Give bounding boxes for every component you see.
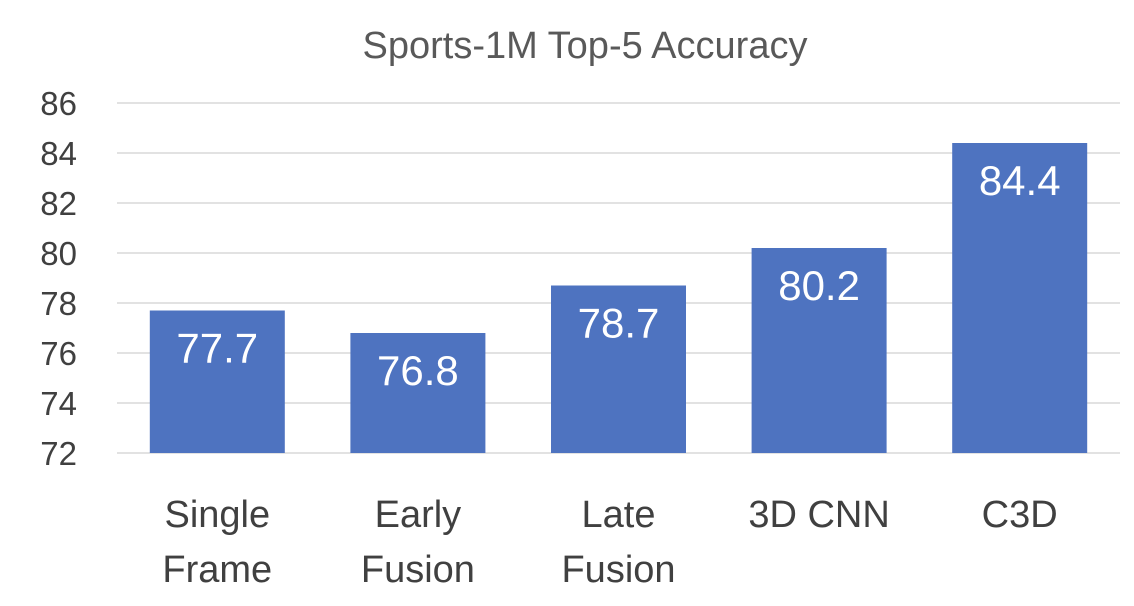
- y-axis-ticks: 72 74 76 78 80 82 84 86: [40, 85, 77, 472]
- bar-3: [551, 285, 686, 453]
- y-tick-label-84: 84: [40, 135, 77, 172]
- bar-1: [149, 310, 285, 453]
- x-tick-label-2-line-1: Early: [375, 494, 462, 536]
- data-label-2: 76.8: [377, 347, 459, 394]
- y-tick-label-72: 72: [40, 435, 77, 472]
- data-label-3: 78.7: [578, 300, 660, 347]
- x-tick-label-3-line-2: Fusion: [561, 549, 675, 591]
- x-tick-label-1-line-1: Single: [164, 494, 270, 536]
- bar-2: [350, 333, 486, 453]
- data-labels: 77.7 76.8 78.7 80.2 84.4: [176, 157, 1060, 394]
- bar-5: [952, 143, 1088, 453]
- bars: [149, 143, 1088, 453]
- data-label-4: 80.2: [778, 262, 860, 309]
- x-axis-labels: Single Frame Early Fusion Late Fusion 3D CNN C3…: [162, 494, 1057, 591]
- data-label-5: 84.4: [979, 157, 1061, 204]
- x-tick-label-2-line-2: Fusion: [361, 549, 475, 591]
- y-tick-label-74: 74: [40, 385, 77, 422]
- bar-4: [751, 248, 887, 453]
- x-tick-label-3-line-1: Late: [582, 494, 656, 536]
- y-tick-label-82: 82: [40, 185, 77, 222]
- x-tick-label-4-line-1: 3D CNN: [748, 494, 889, 536]
- data-label-1: 77.7: [176, 325, 258, 372]
- y-tick-label-80: 80: [40, 235, 77, 272]
- x-tick-label-1-line-2: Frame: [162, 549, 272, 591]
- chart-title: Sports-1M Top-5 Accuracy: [363, 25, 808, 67]
- x-tick-label-5-line-1: C3D: [982, 494, 1058, 536]
- y-tick-label-78: 78: [40, 285, 77, 322]
- y-tick-label-86: 86: [40, 85, 77, 122]
- y-tick-label-76: 76: [40, 335, 77, 372]
